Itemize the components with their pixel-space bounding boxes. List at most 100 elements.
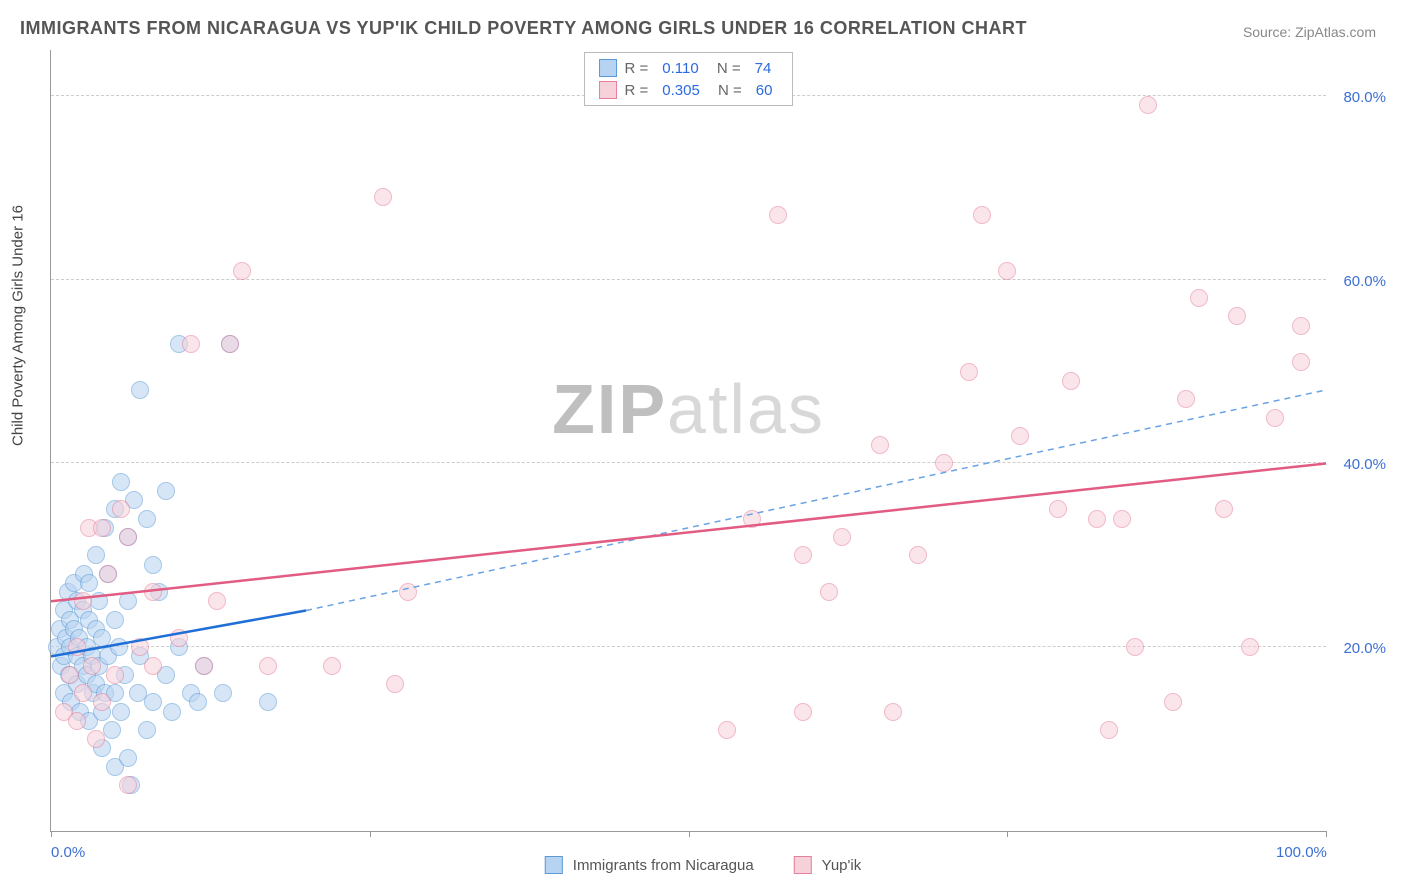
data-point xyxy=(119,776,137,794)
data-point xyxy=(1139,96,1157,114)
correlation-legend: R =0.110 N =74R =0.305 N =60 xyxy=(584,52,794,106)
legend-n-label: N = xyxy=(714,82,742,99)
data-point xyxy=(87,546,105,564)
x-tick-label: 100.0% xyxy=(1276,844,1327,861)
data-point xyxy=(157,482,175,500)
data-point xyxy=(833,528,851,546)
data-point xyxy=(93,629,111,647)
data-point xyxy=(106,611,124,629)
data-point xyxy=(144,556,162,574)
y-axis-title: Child Poverty Among Girls Under 16 xyxy=(10,205,27,446)
data-point xyxy=(131,638,149,656)
data-point xyxy=(144,657,162,675)
y-tick-label: 40.0% xyxy=(1343,456,1386,473)
data-point xyxy=(138,510,156,528)
data-point xyxy=(871,436,889,454)
data-point xyxy=(93,519,111,537)
data-point xyxy=(1100,721,1118,739)
data-point xyxy=(820,583,838,601)
data-point xyxy=(214,684,232,702)
source-link[interactable]: ZipAtlas.com xyxy=(1295,24,1376,40)
data-point xyxy=(1292,317,1310,335)
watermark-zip: ZIP xyxy=(552,370,667,448)
data-point xyxy=(386,675,404,693)
legend-swatch xyxy=(794,856,812,874)
data-point xyxy=(935,454,953,472)
legend-n-label: N = xyxy=(713,60,741,77)
data-point xyxy=(68,638,86,656)
data-point xyxy=(208,592,226,610)
trend-lines-overlay xyxy=(51,50,1326,831)
data-point xyxy=(119,528,137,546)
data-point xyxy=(1228,307,1246,325)
legend-r-label: R = xyxy=(625,60,649,77)
x-tick xyxy=(1326,831,1327,837)
data-point xyxy=(182,335,200,353)
y-tick-label: 20.0% xyxy=(1343,640,1386,657)
data-point xyxy=(99,565,117,583)
data-point xyxy=(61,666,79,684)
legend-series-item: Yup'ik xyxy=(794,856,862,874)
data-point xyxy=(112,703,130,721)
data-point xyxy=(131,381,149,399)
data-point xyxy=(1088,510,1106,528)
data-point xyxy=(323,657,341,675)
data-point xyxy=(119,749,137,767)
data-point xyxy=(1190,289,1208,307)
data-point xyxy=(90,592,108,610)
data-point xyxy=(769,206,787,224)
scatter-chart: ZIPatlas R =0.110 N =74R =0.305 N =60 20… xyxy=(50,50,1326,832)
data-point xyxy=(144,583,162,601)
trend-line xyxy=(51,463,1326,601)
x-tick xyxy=(51,831,52,837)
legend-swatch xyxy=(599,59,617,77)
legend-series-name: Immigrants from Nicaragua xyxy=(573,857,754,874)
legend-row: R =0.305 N =60 xyxy=(599,79,779,101)
x-tick xyxy=(689,831,690,837)
data-point xyxy=(259,693,277,711)
data-point xyxy=(1241,638,1259,656)
legend-r-value: 0.305 xyxy=(662,82,700,99)
data-point xyxy=(884,703,902,721)
data-point xyxy=(973,206,991,224)
data-point xyxy=(1292,353,1310,371)
watermark-atlas: atlas xyxy=(667,370,825,448)
source-attribution: Source: ZipAtlas.com xyxy=(1243,24,1376,40)
data-point xyxy=(1215,500,1233,518)
series-legend: Immigrants from Nicaragua Yup'ik xyxy=(545,856,861,874)
data-point xyxy=(119,592,137,610)
legend-n-value: 60 xyxy=(756,82,773,99)
data-point xyxy=(1164,693,1182,711)
data-point xyxy=(1011,427,1029,445)
x-tick xyxy=(370,831,371,837)
trend-line xyxy=(306,390,1326,611)
data-point xyxy=(794,546,812,564)
legend-n-value: 74 xyxy=(755,60,772,77)
chart-title: IMMIGRANTS FROM NICARAGUA VS YUP'IK CHIL… xyxy=(20,18,1027,39)
data-point xyxy=(103,721,121,739)
data-point xyxy=(93,693,111,711)
data-point xyxy=(112,473,130,491)
x-tick-label: 0.0% xyxy=(51,844,85,861)
data-point xyxy=(1049,500,1067,518)
data-point xyxy=(110,638,128,656)
data-point xyxy=(221,335,239,353)
data-point xyxy=(87,730,105,748)
legend-series-item: Immigrants from Nicaragua xyxy=(545,856,754,874)
data-point xyxy=(1113,510,1131,528)
data-point xyxy=(743,510,761,528)
watermark: ZIPatlas xyxy=(552,369,825,449)
data-point xyxy=(1266,409,1284,427)
data-point xyxy=(399,583,417,601)
data-point xyxy=(80,574,98,592)
data-point xyxy=(195,657,213,675)
data-point xyxy=(998,262,1016,280)
data-point xyxy=(233,262,251,280)
legend-swatch xyxy=(599,81,617,99)
y-tick-label: 80.0% xyxy=(1343,89,1386,106)
data-point xyxy=(144,693,162,711)
data-point xyxy=(794,703,812,721)
data-point xyxy=(170,629,188,647)
data-point xyxy=(1177,390,1195,408)
legend-swatch xyxy=(545,856,563,874)
